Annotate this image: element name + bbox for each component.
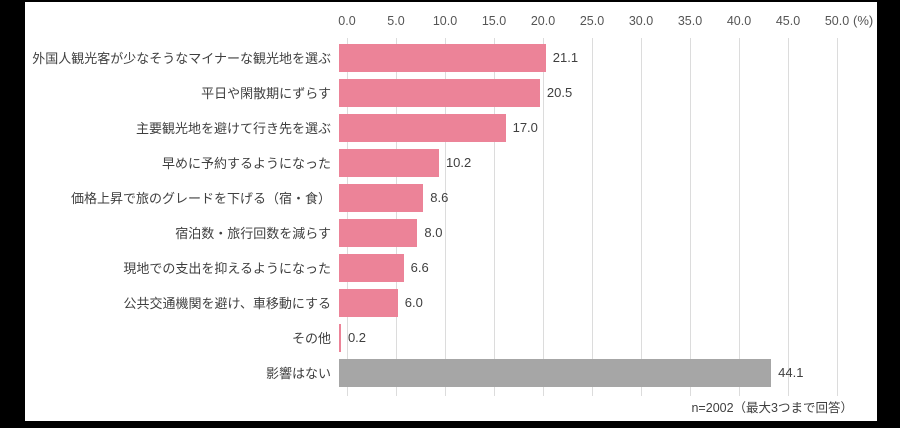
x-axis: 0.0 5.0 10.0 15.0 20.0 25.0 30.0 35.0 40.0 45.0 50… <box>338 14 849 32</box>
category-label: 影響はない <box>265 366 331 381</box>
value-label: 21.1 <box>552 50 579 65</box>
bar <box>339 253 404 282</box>
bar <box>339 323 341 352</box>
bar <box>339 218 418 247</box>
bar <box>339 183 424 212</box>
value-label: 8.6 <box>430 190 449 205</box>
chart-panel: 0.0 5.0 10.0 15.0 20.0 25.0 30.0 35.0 40.0 45.0 50… <box>25 2 877 421</box>
category-label: 宿泊数・旅行回数を減らす <box>175 226 331 241</box>
x-tick-label: 45.0 <box>775 14 801 28</box>
value-label: 6.6 <box>410 260 429 275</box>
value-label: 44.1 <box>778 365 804 380</box>
chart-row: 現地での支出を抑えるようになった 6.6 <box>25 250 877 285</box>
chart-row: 主要観光地を避けて行き先を選ぶ 17.0 <box>25 110 877 145</box>
bar <box>339 113 506 142</box>
chart-row: 外国人観光客が少なそうなマイナーな観光地を選ぶ 21.1 <box>25 40 877 75</box>
x-tick-label: 15.0 <box>481 14 507 28</box>
bar-track: 21.1 <box>339 40 829 75</box>
bar <box>339 148 439 177</box>
value-label: 10.2 <box>445 155 472 170</box>
bar-track: 0.2 <box>339 320 829 355</box>
chart-row: 公共交通機関を避け、車移動にする 6.0 <box>25 285 877 320</box>
bar-track: 17.0 <box>339 110 829 145</box>
chart-row: 宿泊数・旅行回数を減らす 8.0 <box>25 215 877 250</box>
category-label: 主要観光地を避けて行き先を選ぶ <box>135 121 331 136</box>
bar-track: 10.2 <box>339 145 829 180</box>
bar-track: 6.6 <box>339 250 829 285</box>
bar <box>339 78 540 107</box>
x-tick-label: 50.0 <box>824 14 850 28</box>
value-label: 8.0 <box>424 225 443 240</box>
bar <box>339 288 398 317</box>
category-label: 公共交通機関を避け、車移動にする <box>123 296 331 311</box>
bar <box>339 43 546 72</box>
category-label: 現地での支出を抑えるようになった <box>123 261 331 276</box>
x-tick-label: 0.0 <box>338 14 356 28</box>
chart-row: 影響はない 44.1 <box>25 355 877 390</box>
value-label: 0.2 <box>347 330 367 345</box>
bar-chart: 0.0 5.0 10.0 15.0 20.0 25.0 30.0 35.0 40.0 45.0 50… <box>25 2 877 421</box>
category-label: 外国人観光客が少なそうなマイナーな観光地を選ぶ <box>32 51 331 66</box>
value-label: 17.0 <box>512 120 538 135</box>
category-label: その他 <box>291 331 331 346</box>
category-label: 価格上昇で旅のグレードを下げる（宿・食） <box>70 191 331 206</box>
chart-row: 価格上昇で旅のグレードを下げる（宿・食） 8.6 <box>25 180 877 215</box>
chart-row: 平日や閑散期にずらす 20.5 <box>25 75 877 110</box>
category-label: 早めに予約するようになった <box>161 156 331 171</box>
x-tick-label: 40.0 <box>726 14 752 28</box>
x-tick-label: 30.0 <box>628 14 654 28</box>
bar-track: 8.6 <box>339 180 829 215</box>
value-label: 6.0 <box>404 295 423 310</box>
chart-row: その他 0.2 <box>25 320 877 355</box>
bar-track: 20.5 <box>339 75 829 110</box>
bar-track: 8.0 <box>339 215 829 250</box>
bar-track: 44.1 <box>339 355 829 390</box>
bar-track: 6.0 <box>339 285 829 320</box>
chart-rows: 外国人観光客が少なそうなマイナーな観光地を選ぶ 21.1 平日や閑散期にずらす … <box>25 40 877 390</box>
x-axis-unit-label: (%) <box>853 13 874 28</box>
bar <box>339 358 772 387</box>
x-tick-label: 25.0 <box>579 14 605 28</box>
x-tick-label: 35.0 <box>677 14 703 28</box>
sample-size-note: n=2002（最大3つまで回答） <box>691 401 853 415</box>
chart-row: 早めに予約するようになった 10.2 <box>25 145 877 180</box>
x-tick-label: 5.0 <box>387 14 405 28</box>
category-label: 平日や閑散期にずらす <box>201 86 331 101</box>
value-label: 20.5 <box>546 85 573 100</box>
x-tick-label: 20.0 <box>530 14 556 28</box>
x-tick-label: 10.0 <box>432 14 458 28</box>
